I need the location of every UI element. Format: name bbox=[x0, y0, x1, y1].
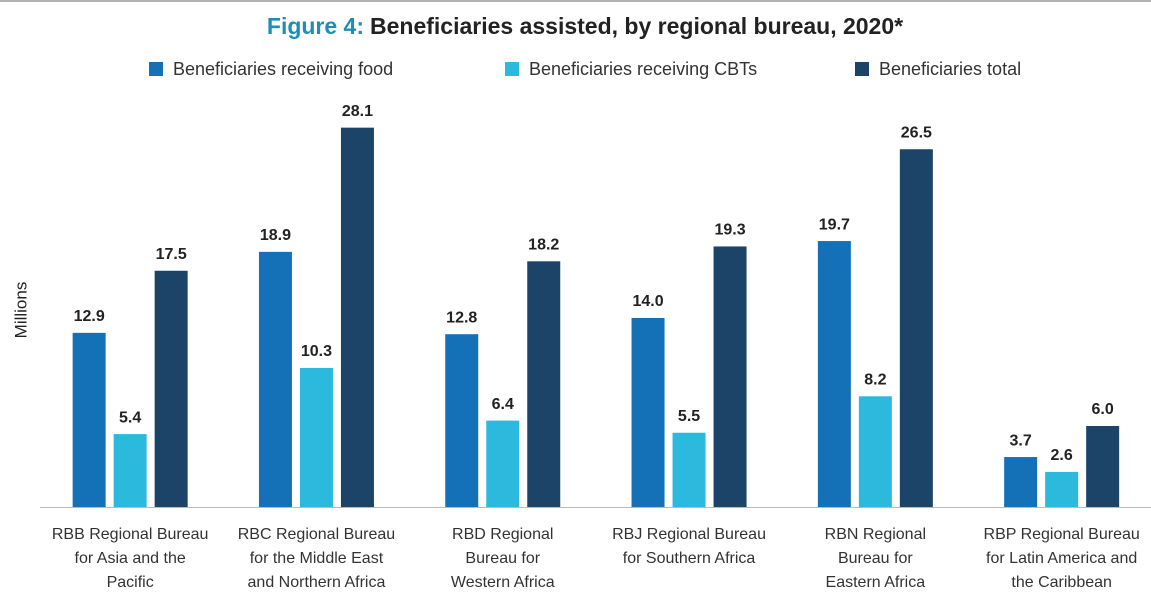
bar bbox=[899, 149, 933, 507]
x-tick-label: RBC Regional Bureau bbox=[238, 526, 395, 543]
legend-label: Beneficiaries receiving food bbox=[173, 59, 393, 79]
value-label: 17.5 bbox=[156, 246, 187, 263]
bar bbox=[258, 251, 292, 507]
value-label: 26.5 bbox=[901, 124, 932, 141]
chart-title: Figure 4: Beneficiaries assisted, by regi… bbox=[267, 13, 903, 39]
legend-label: Beneficiaries total bbox=[879, 59, 1021, 79]
bar bbox=[713, 246, 747, 507]
bar bbox=[340, 127, 374, 508]
value-label: 5.4 bbox=[119, 409, 141, 426]
value-label: 3.7 bbox=[1010, 432, 1032, 449]
value-label: 5.5 bbox=[678, 408, 700, 425]
legend-swatch bbox=[855, 62, 869, 76]
value-label: 18.9 bbox=[260, 227, 291, 244]
bar bbox=[486, 420, 520, 507]
x-tick-label: Pacific bbox=[107, 574, 154, 591]
x-tick-label: RBB Regional Bureau bbox=[52, 526, 209, 543]
x-tick-label: and Northern Africa bbox=[248, 574, 386, 591]
x-tick-label: for Asia and the bbox=[75, 550, 186, 567]
bar bbox=[1086, 426, 1120, 507]
x-tick-label: for Southern Africa bbox=[623, 550, 756, 567]
value-label: 19.7 bbox=[819, 216, 850, 233]
bar bbox=[1045, 471, 1079, 507]
legend-label: Beneficiaries receiving CBTs bbox=[529, 59, 757, 79]
bar bbox=[672, 432, 706, 507]
title-label: Figure 4: bbox=[267, 13, 364, 39]
bar bbox=[445, 334, 479, 507]
value-label: 12.9 bbox=[74, 308, 105, 325]
bar bbox=[817, 241, 851, 508]
value-label: 14.0 bbox=[632, 293, 663, 310]
x-tick-label: RBD Regional bbox=[452, 526, 553, 543]
value-label: 28.1 bbox=[342, 103, 373, 120]
legend-swatch bbox=[505, 62, 519, 76]
y-axis-label: Millions bbox=[11, 282, 30, 339]
value-label: 19.3 bbox=[714, 222, 745, 239]
bar bbox=[113, 434, 147, 507]
x-tick-label: for Latin America and bbox=[986, 550, 1137, 567]
x-tick-label: for the Middle East bbox=[250, 550, 384, 567]
value-label: 6.0 bbox=[1092, 401, 1114, 418]
bar bbox=[631, 318, 665, 507]
legend-swatch bbox=[149, 62, 163, 76]
bar bbox=[858, 396, 892, 507]
value-label: 18.2 bbox=[528, 237, 559, 254]
value-label: 8.2 bbox=[864, 372, 886, 389]
x-tick-label: Eastern Africa bbox=[826, 574, 926, 591]
x-tick-label: RBJ Regional Bureau bbox=[612, 526, 766, 543]
bar bbox=[299, 367, 333, 507]
value-label: 6.4 bbox=[492, 396, 514, 413]
title-text: Beneficiaries assisted, by regional bure… bbox=[370, 13, 903, 39]
x-tick-label: RBN Regional bbox=[825, 526, 926, 543]
x-tick-label: RBP Regional Bureau bbox=[984, 526, 1140, 543]
bar bbox=[72, 332, 106, 507]
x-tick-label: Western Africa bbox=[451, 574, 555, 591]
x-tick-label: Bureau for bbox=[838, 550, 913, 567]
value-label: 12.8 bbox=[446, 309, 477, 326]
value-label: 10.3 bbox=[301, 343, 332, 360]
x-tick-label: the Caribbean bbox=[1011, 574, 1112, 591]
x-tick-label: Bureau for bbox=[465, 550, 540, 567]
bar bbox=[1004, 457, 1038, 507]
value-label: 2.6 bbox=[1051, 447, 1073, 464]
bar bbox=[154, 270, 188, 507]
bar bbox=[527, 261, 561, 507]
